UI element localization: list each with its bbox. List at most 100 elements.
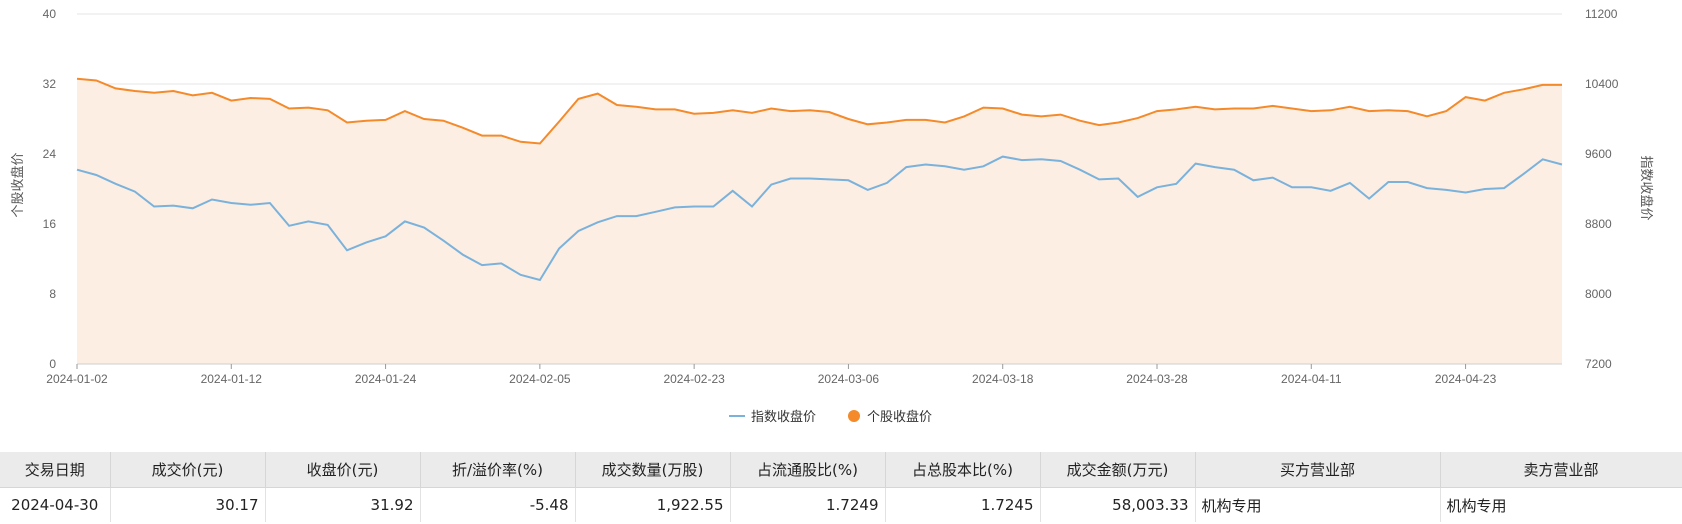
index-point[interactable] [1520, 171, 1526, 177]
index-point[interactable] [1405, 179, 1411, 185]
stock-point[interactable] [1482, 98, 1488, 104]
stock-point[interactable] [1173, 106, 1179, 112]
stock-point[interactable] [363, 118, 369, 124]
stock-point[interactable] [845, 116, 851, 122]
index-point[interactable] [286, 223, 292, 229]
stock-point[interactable] [305, 105, 311, 111]
stock-point[interactable] [113, 85, 119, 91]
stock-point[interactable] [1520, 86, 1526, 92]
index-point[interactable] [170, 203, 176, 209]
index-point[interactable] [672, 204, 678, 210]
index-point[interactable] [1096, 176, 1102, 182]
index-point[interactable] [1463, 190, 1469, 196]
index-point[interactable] [1347, 180, 1353, 186]
index-point[interactable] [807, 176, 813, 182]
index-point[interactable] [1077, 167, 1083, 173]
index-point[interactable] [498, 260, 504, 266]
index-point[interactable] [402, 218, 408, 224]
stock-point[interactable] [1096, 122, 1102, 128]
stock-point[interactable] [1058, 112, 1064, 118]
stock-point[interactable] [1308, 108, 1314, 114]
legend-item-stock[interactable]: 个股收盘价 [848, 409, 932, 425]
stock-point[interactable] [421, 116, 427, 122]
header-premium-rate[interactable]: 折/溢价率(%) [420, 452, 576, 488]
index-point[interactable] [1173, 181, 1179, 187]
index-point[interactable] [518, 272, 524, 278]
stock-point[interactable] [440, 118, 446, 124]
index-point[interactable] [614, 213, 620, 219]
stock-point[interactable] [1077, 118, 1083, 124]
index-point[interactable] [1270, 175, 1276, 181]
stock-point[interactable] [1443, 108, 1449, 114]
stock-point[interactable] [170, 88, 176, 94]
stock-point[interactable] [151, 90, 157, 96]
index-point[interactable] [942, 163, 948, 169]
stock-point[interactable] [248, 95, 254, 101]
stock-point[interactable] [132, 88, 138, 94]
stock-point[interactable] [923, 117, 929, 123]
stock-point[interactable] [961, 113, 967, 119]
header-buyer[interactable]: 买方营业部 [1195, 452, 1441, 488]
index-point[interactable] [305, 218, 311, 224]
index-point[interactable] [1231, 167, 1237, 173]
stock-point[interactable] [209, 90, 215, 96]
stock-point[interactable] [1366, 108, 1372, 114]
index-point[interactable] [209, 197, 215, 203]
index-point[interactable] [730, 188, 736, 194]
stock-point[interactable] [1385, 107, 1391, 113]
stock-point[interactable] [1424, 113, 1430, 119]
stock-point[interactable] [383, 117, 389, 123]
stock-point[interactable] [1405, 108, 1411, 114]
header-trade-date[interactable]: 交易日期 [0, 452, 111, 488]
index-point[interactable] [190, 205, 196, 211]
stock-point[interactable] [807, 107, 813, 113]
index-point[interactable] [768, 182, 774, 188]
stock-point[interactable] [267, 96, 273, 102]
stock-point[interactable] [1115, 120, 1121, 126]
stock-point[interactable] [595, 91, 601, 97]
index-point[interactable] [556, 246, 562, 252]
stock-point[interactable] [498, 133, 504, 139]
index-point[interactable] [923, 162, 929, 168]
index-point[interactable] [1308, 184, 1314, 190]
index-point[interactable] [1115, 176, 1121, 182]
stock-point[interactable] [942, 120, 948, 126]
stock-point[interactable] [575, 96, 581, 102]
index-point[interactable] [653, 209, 659, 215]
index-point[interactable] [537, 277, 543, 283]
index-point[interactable] [1482, 186, 1488, 192]
cell-buyer[interactable]: 机构专用 [1195, 487, 1441, 522]
index-point[interactable] [691, 204, 697, 210]
stock-point[interactable] [1019, 112, 1025, 118]
index-point[interactable] [1289, 184, 1295, 190]
stock-point[interactable] [286, 106, 292, 112]
stock-point[interactable] [1559, 82, 1565, 88]
index-point[interactable] [440, 238, 446, 244]
stock-point[interactable] [884, 120, 890, 126]
index-point[interactable] [1385, 179, 1391, 185]
index-point[interactable] [1424, 185, 1430, 191]
index-point[interactable] [1135, 194, 1141, 200]
stock-point[interactable] [788, 108, 794, 114]
index-point[interactable] [1212, 164, 1218, 170]
stock-point[interactable] [633, 104, 639, 110]
stock-point[interactable] [74, 76, 80, 82]
index-point[interactable] [113, 181, 119, 187]
stock-point[interactable] [691, 111, 697, 117]
stock-point[interactable] [1501, 90, 1507, 96]
index-point[interactable] [132, 189, 138, 195]
index-point[interactable] [1193, 161, 1199, 167]
index-point[interactable] [826, 176, 832, 182]
stock-point[interactable] [730, 107, 736, 113]
stock-point[interactable] [556, 119, 562, 125]
index-point[interactable] [460, 252, 466, 258]
stock-point[interactable] [402, 108, 408, 114]
index-point[interactable] [74, 167, 80, 173]
index-point[interactable] [1019, 157, 1025, 163]
index-point[interactable] [633, 213, 639, 219]
index-point[interactable] [344, 247, 350, 253]
stock-point[interactable] [653, 106, 659, 112]
stock-point[interactable] [1347, 104, 1353, 110]
stock-point[interactable] [228, 98, 234, 104]
index-point[interactable] [93, 172, 99, 178]
